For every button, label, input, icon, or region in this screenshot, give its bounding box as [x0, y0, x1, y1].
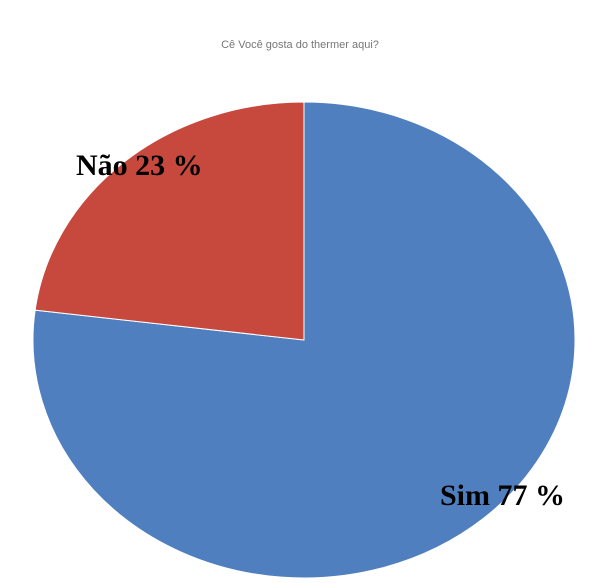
pie-slice-nao — [34, 101, 305, 341]
data-label-nao: Não 23 % — [76, 149, 203, 182]
chart-title: Cê Você gosta do thermer aqui? — [221, 39, 379, 51]
pie-slices — [32, 101, 576, 579]
data-label-sim: Sim 77 % — [440, 479, 565, 512]
